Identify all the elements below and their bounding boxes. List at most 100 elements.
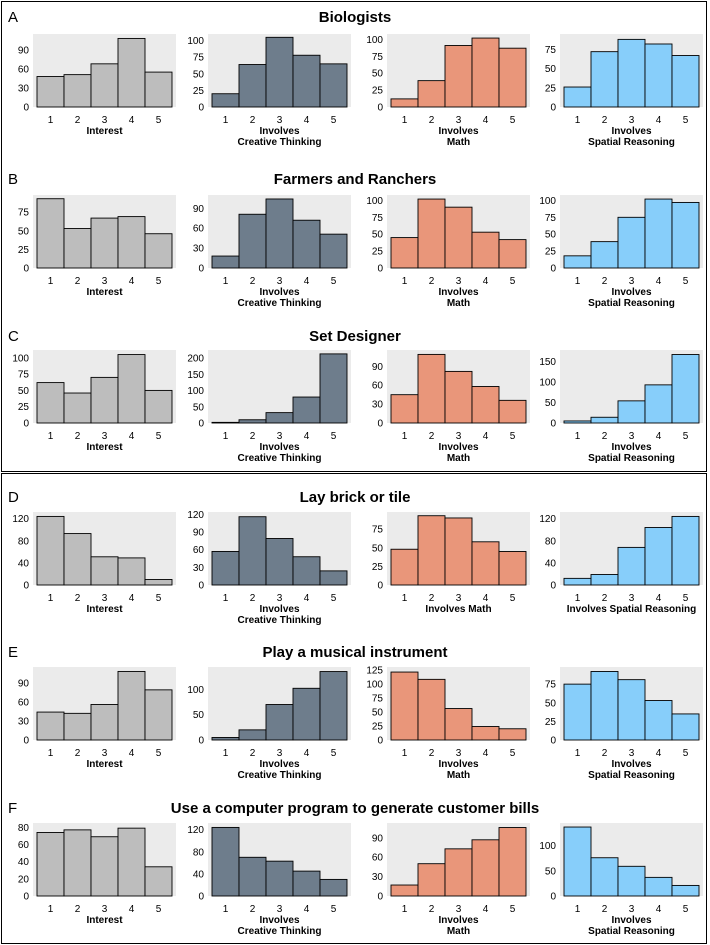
- x-tick-label: 3: [277, 115, 283, 126]
- x-tick-label: 4: [656, 431, 662, 442]
- y-tick-label: 25: [545, 83, 557, 94]
- y-tick-label: 50: [18, 226, 30, 237]
- panel-letter-a: A: [8, 9, 19, 26]
- x-tick-label: 1: [48, 431, 54, 442]
- bar-2: [63, 712, 92, 741]
- bar-5: [671, 354, 700, 424]
- bar-3: [617, 546, 646, 586]
- bar-3: [617, 865, 646, 897]
- bar-4: [644, 43, 673, 108]
- x-axis-title: Spatial Reasoning: [588, 137, 675, 148]
- bar-3: [265, 538, 294, 586]
- x-axis-title: Involves: [259, 442, 299, 453]
- bar-2: [238, 856, 267, 897]
- row-title-a: Biologists: [318, 9, 392, 26]
- y-tick-label: 50: [193, 69, 205, 80]
- bar-4: [644, 876, 673, 897]
- x-axis-title: Spatial Reasoning: [588, 453, 675, 464]
- bar-5: [498, 399, 527, 424]
- x-axis-title: Involves: [438, 915, 478, 926]
- y-tick-label: 0: [23, 103, 29, 114]
- bar-1: [211, 550, 240, 586]
- x-axis-title: Creative Thinking: [238, 770, 322, 781]
- x-axis-title: Involves: [438, 126, 478, 137]
- x-tick-label: 3: [277, 593, 283, 604]
- y-tick-label: 0: [23, 581, 29, 592]
- chart-e-interest: 0 30 60 90 1 2 3 4 5 Interest: [18, 667, 176, 770]
- y-tick-label: 200: [187, 354, 204, 365]
- bar-2: [63, 74, 92, 108]
- y-tick-label: 50: [545, 64, 557, 75]
- x-axis-title: Involves: [438, 442, 478, 453]
- x-tick-label: 4: [656, 115, 662, 126]
- x-tick-label: 5: [156, 431, 162, 442]
- x-tick-label: 3: [629, 276, 635, 287]
- y-tick-label: 120: [187, 825, 204, 836]
- y-tick-label: 90: [193, 528, 205, 539]
- bar-5: [144, 579, 173, 586]
- x-tick-label: 2: [250, 276, 256, 287]
- chart-a-interest: 0 30 60 90 1 2 3 4 5 Interest: [18, 34, 176, 137]
- y-tick-label: 25: [372, 247, 384, 258]
- x-axis-title: Involves: [259, 915, 299, 926]
- x-tick-label: 5: [156, 115, 162, 126]
- x-tick-label: 1: [48, 115, 54, 126]
- y-tick-label: 30: [18, 716, 30, 727]
- y-tick-label: 25: [372, 721, 384, 732]
- x-axis-title: Interest: [86, 604, 123, 615]
- y-tick-label: 0: [23, 892, 29, 903]
- x-tick-label: 4: [656, 904, 662, 915]
- bar-2: [63, 829, 92, 897]
- bar-1: [563, 255, 592, 269]
- bar-4: [117, 37, 146, 108]
- x-tick-label: 1: [223, 593, 229, 604]
- bar-3: [444, 708, 473, 741]
- y-tick-label: 0: [550, 892, 556, 903]
- x-axis-title: Math: [447, 770, 470, 781]
- x-tick-label: 3: [456, 276, 462, 287]
- bar-5: [144, 71, 173, 108]
- x-tick-label: 2: [429, 748, 435, 759]
- y-tick-label: 0: [377, 264, 383, 275]
- y-tick-label: 25: [18, 402, 30, 413]
- y-tick-label: 60: [193, 545, 205, 556]
- bar-4: [471, 839, 500, 897]
- x-tick-label: 4: [656, 276, 662, 287]
- x-tick-label: 5: [331, 748, 337, 759]
- bar-2: [590, 51, 619, 108]
- bar-2: [417, 353, 446, 424]
- y-tick-label: 30: [372, 400, 384, 411]
- bar-1: [390, 394, 419, 424]
- x-tick-label: 4: [304, 593, 310, 604]
- x-tick-label: 1: [223, 276, 229, 287]
- x-tick-label: 5: [510, 115, 516, 126]
- x-tick-label: 4: [656, 593, 662, 604]
- bar-4: [471, 231, 500, 269]
- x-tick-label: 3: [456, 748, 462, 759]
- x-tick-label: 2: [75, 904, 81, 915]
- y-tick-label: 40: [193, 869, 205, 880]
- y-tick-label: 60: [18, 840, 30, 851]
- x-tick-label: 5: [510, 593, 516, 604]
- bar-5: [498, 827, 527, 897]
- x-axis-title: Involves Math: [425, 604, 491, 615]
- y-tick-label: 30: [18, 83, 30, 94]
- y-tick-label: 120: [187, 510, 204, 521]
- y-tick-label: 90: [193, 204, 205, 215]
- y-tick-label: 80: [545, 536, 557, 547]
- y-tick-label: 75: [18, 370, 30, 381]
- bar-1: [390, 884, 419, 897]
- x-axis-title: Involves: [438, 759, 478, 770]
- y-tick-label: 0: [377, 103, 383, 114]
- bar-2: [238, 213, 267, 269]
- y-tick-label: 100: [539, 196, 556, 207]
- y-tick-label: 120: [539, 514, 556, 525]
- bar-5: [671, 884, 700, 897]
- y-tick-label: 0: [198, 892, 204, 903]
- bar-1: [36, 382, 65, 424]
- bar-5: [498, 47, 527, 108]
- frame-bottom: [1, 473, 707, 944]
- row-title-c: Set Designer: [309, 328, 401, 345]
